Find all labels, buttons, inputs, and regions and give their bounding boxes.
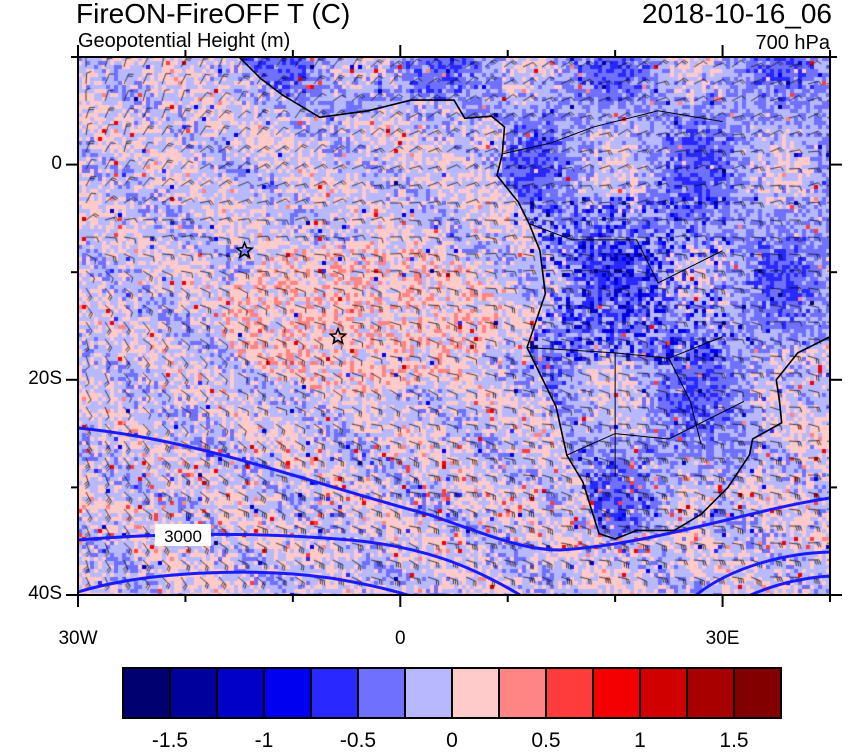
colorbar-swatch <box>688 669 735 717</box>
y-tick-label: 20S <box>28 367 62 389</box>
africa-coastline <box>238 57 830 540</box>
country-border <box>502 110 723 155</box>
country-border <box>668 358 702 445</box>
colorbar-label: 0 <box>446 729 458 752</box>
datetime-label: 2018-10-16_06 <box>642 0 832 29</box>
colorbar-swatch <box>406 669 453 717</box>
map-frame <box>77 56 831 596</box>
plot-subtitle: Geopotential Height (m) <box>78 30 291 52</box>
colorbar-swatch <box>359 669 406 717</box>
colorbar-swatch <box>124 669 171 717</box>
colorbar-swatch <box>594 669 641 717</box>
colorbar-swatch <box>312 669 359 717</box>
colorbar-swatch <box>735 669 780 717</box>
geopotential-contour <box>747 574 830 595</box>
country-border <box>529 223 723 284</box>
y-tick-label: 40S <box>28 583 62 604</box>
colorbar-label: 1 <box>634 729 646 752</box>
colorbar-label: -0.5 <box>339 729 377 752</box>
country-border <box>527 336 723 359</box>
colorbar-swatch <box>453 669 500 717</box>
colorbar-label: 0.5 <box>531 729 561 752</box>
colorbar-label: -1.5 <box>151 729 189 752</box>
pressure-level-label: 700 hPa <box>755 32 830 54</box>
contour-label-bg <box>155 524 211 546</box>
colorbar-label: 1.5 <box>719 729 749 752</box>
colorbar-label: -1 <box>254 729 274 752</box>
colorbar-swatch <box>547 669 594 717</box>
country-border <box>566 400 745 456</box>
star-marker <box>234 240 255 259</box>
contour-label: 3000 <box>164 527 202 546</box>
star-marker <box>328 326 348 345</box>
colorbar-swatch <box>171 669 218 717</box>
x-tick-label: 30W <box>58 628 98 649</box>
colorbar-swatch <box>641 669 688 717</box>
plot-title: FireON-FireOFF T (C) <box>76 0 351 29</box>
x-tick-label: 0 <box>394 628 406 649</box>
colorbar-swatch <box>500 669 547 717</box>
colorbar <box>122 667 782 719</box>
colorbar-swatch <box>218 669 265 717</box>
colorbar-swatch <box>265 669 312 717</box>
temperature-difference-field <box>78 57 830 595</box>
y-tick-label: 0 <box>51 152 62 174</box>
x-tick-label: 30E <box>705 628 740 649</box>
geopotential-contour <box>693 550 830 595</box>
geopotential-contour <box>78 570 412 595</box>
geopotential-contour <box>78 426 830 552</box>
geopotential-contour <box>78 532 521 595</box>
